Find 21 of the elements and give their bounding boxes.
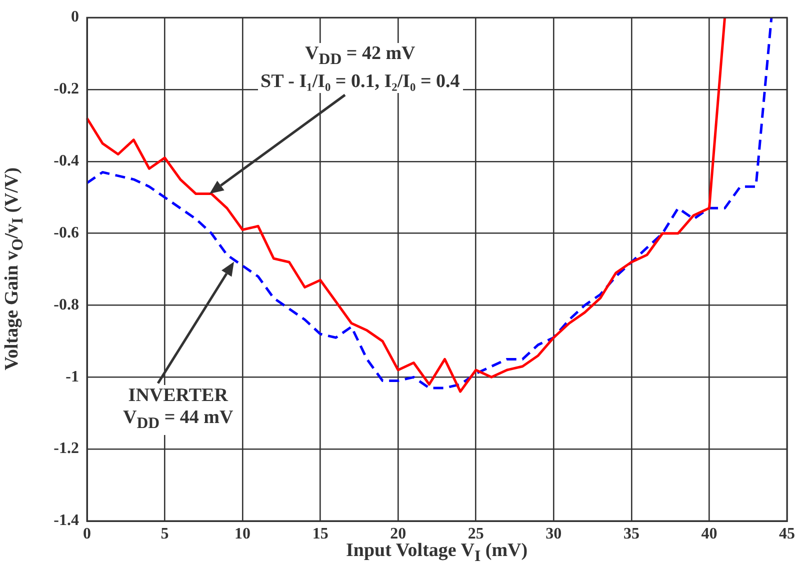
- x-axis-title: Input Voltage V$_{I}$ (mV): [346, 540, 528, 566]
- x-tick-label: 30: [546, 526, 562, 543]
- annotation: V$_{DD}$ = 42 mV ST - I₁/I₀ = 0.1, I₂/I₀ = 0.4: [258, 42, 463, 93]
- x-tick-label: 0: [83, 526, 91, 543]
- y-tick-label: -0.8: [54, 296, 79, 314]
- y-tick-label: -0.4: [54, 152, 79, 170]
- x-tick-label: 35: [623, 526, 640, 543]
- x-tick-label: 40: [701, 526, 718, 543]
- x-tick-label: 20: [390, 526, 406, 543]
- x-tick-label: 15: [312, 526, 328, 543]
- x-tick-label: 10: [234, 526, 251, 543]
- y-tick-label: -1: [66, 368, 79, 386]
- y-tick-label: 0: [71, 8, 79, 26]
- y-tick-label: -0.6: [54, 224, 79, 242]
- y-tick-label: -0.2: [54, 80, 79, 98]
- x-tick-label: 25: [468, 526, 484, 543]
- annotation: INVERTER V$_{DD}$ = 44 mV: [120, 385, 236, 436]
- y-tick-label: -1.4: [54, 512, 79, 530]
- x-tick-label: 5: [160, 526, 169, 543]
- y-tick-label: -1.2: [54, 440, 79, 458]
- x-tick-label: 45: [779, 526, 795, 543]
